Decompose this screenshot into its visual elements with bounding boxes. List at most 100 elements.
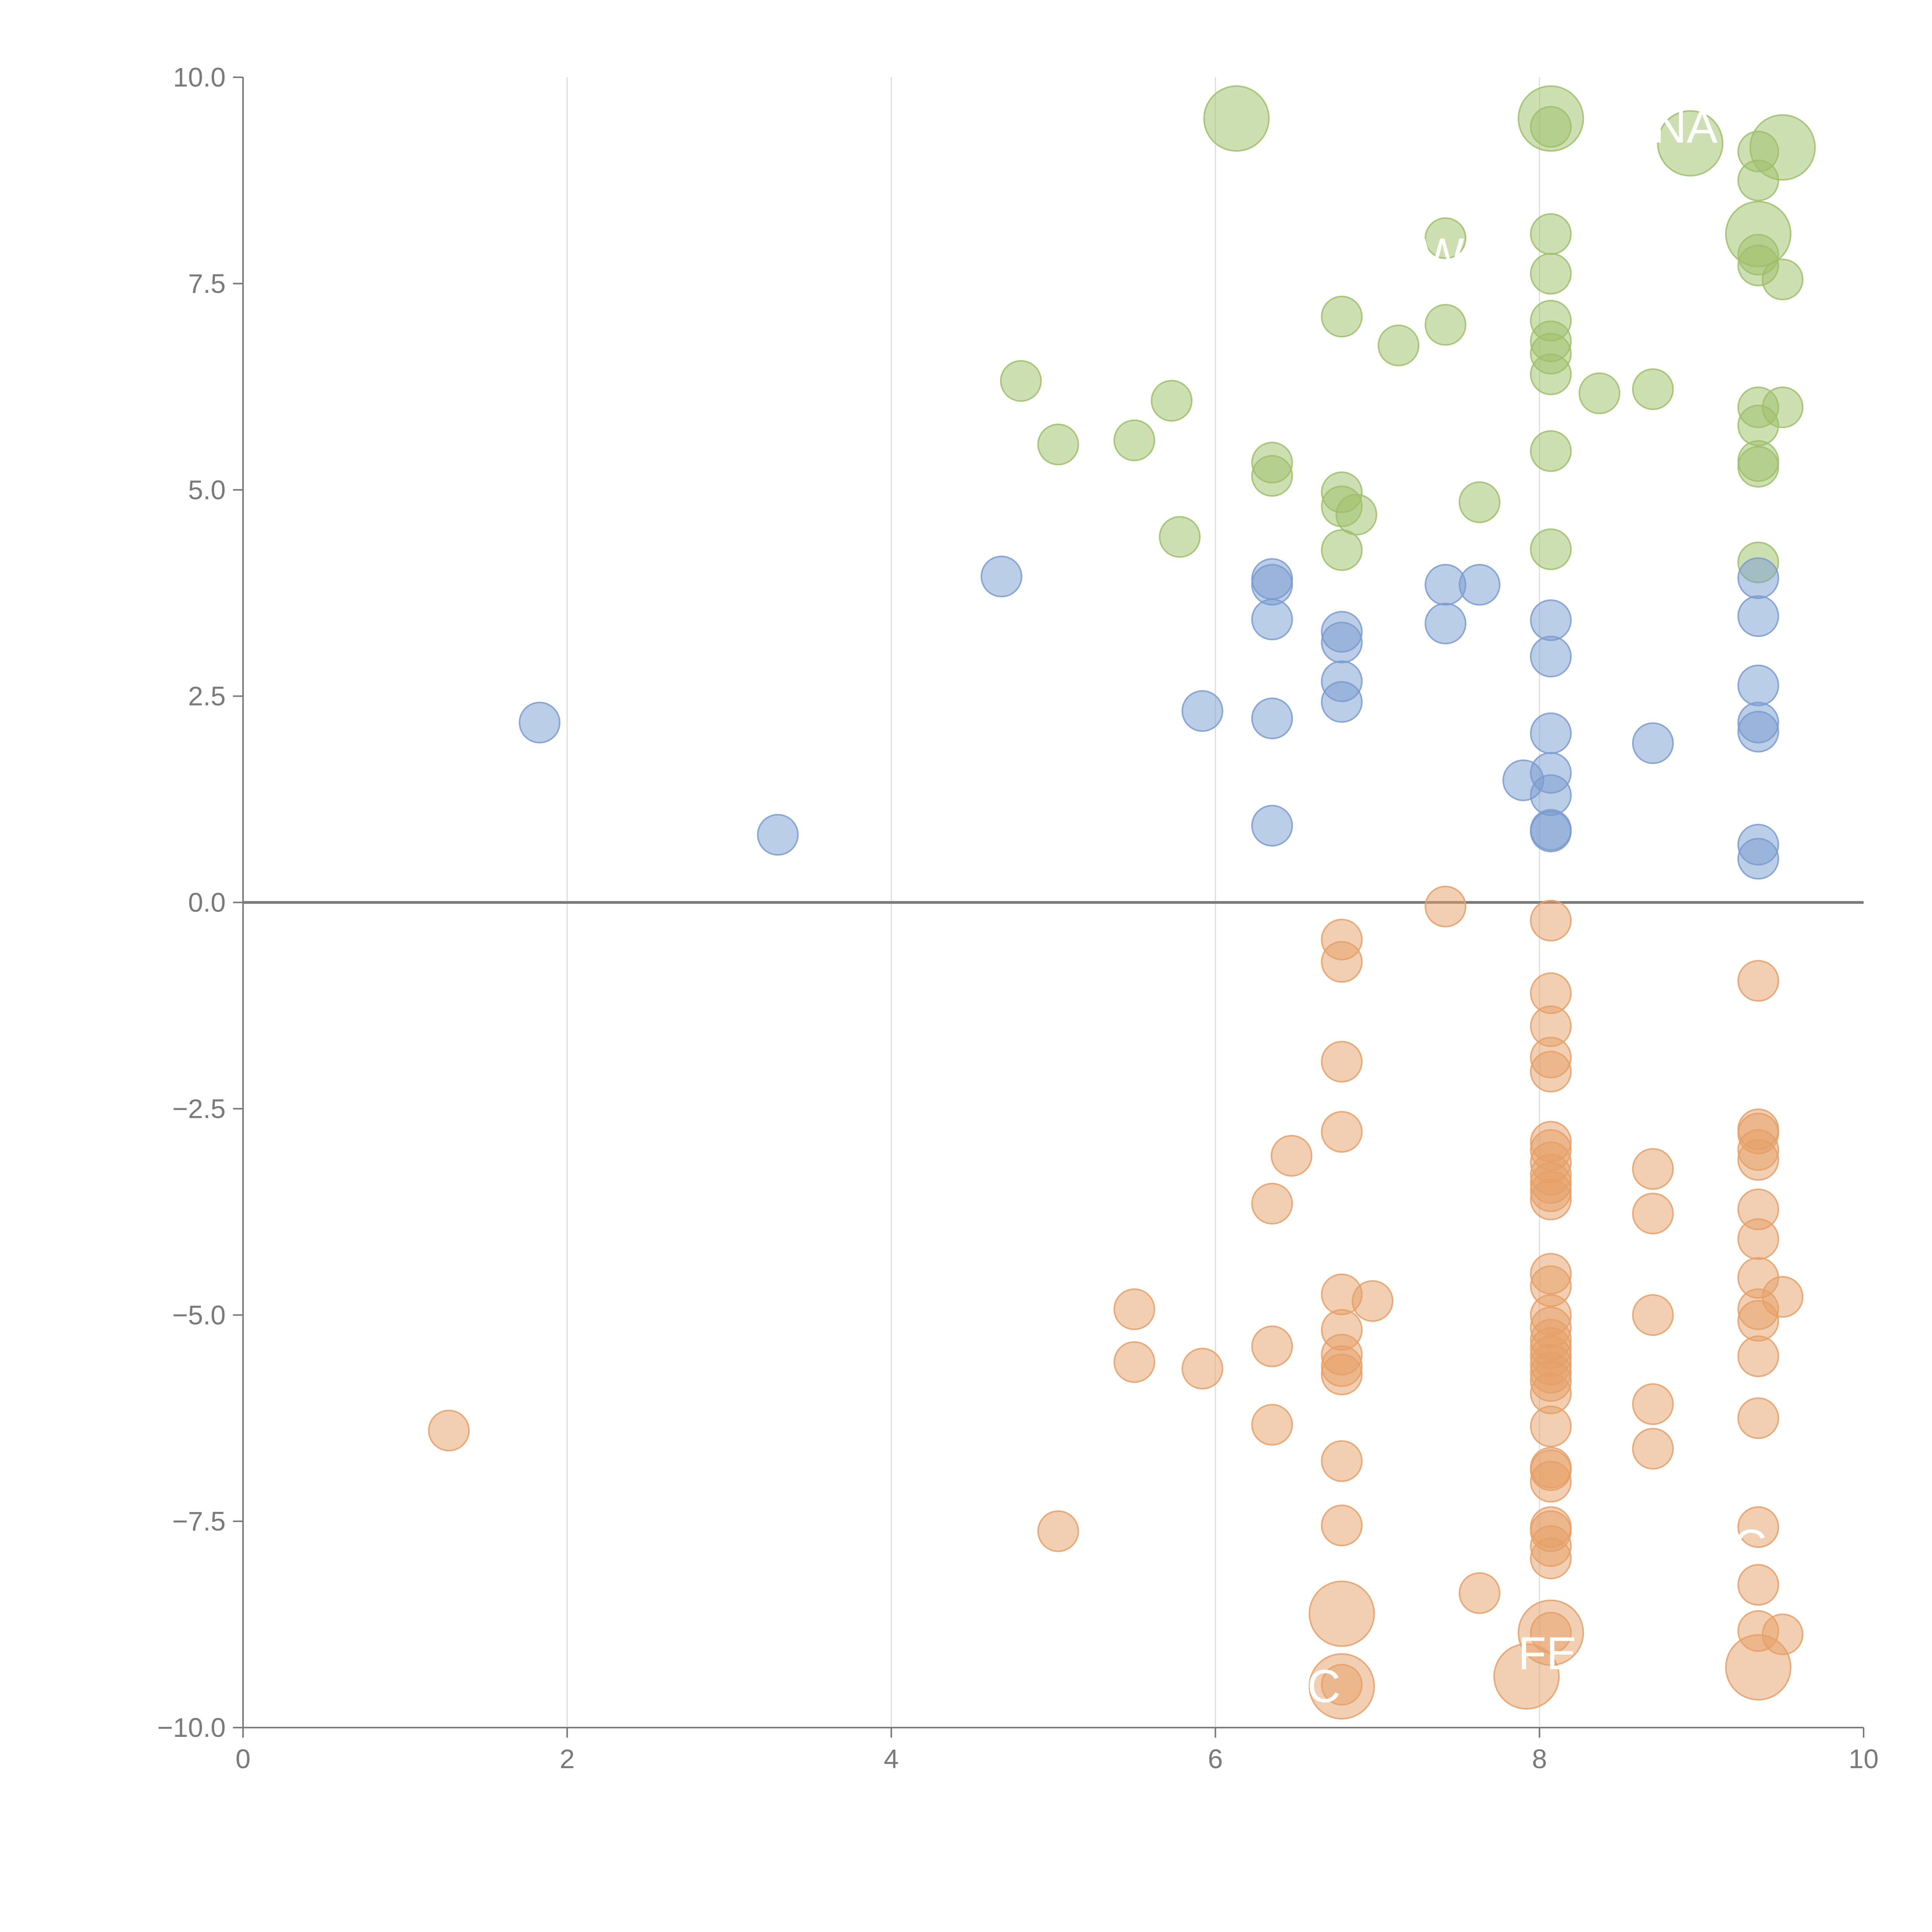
data-point [1424, 304, 1466, 346]
data-point [1251, 697, 1293, 740]
data-point [1530, 1461, 1572, 1503]
data-point [1321, 296, 1363, 338]
point-label: W [1420, 229, 1464, 281]
data-point [1308, 1653, 1375, 1720]
data-point [1632, 368, 1674, 410]
data-point [1159, 516, 1201, 558]
data-point [1378, 325, 1420, 367]
data-point [1530, 1051, 1572, 1093]
data-point [1459, 481, 1501, 523]
data-point [1530, 528, 1572, 570]
data-point [1632, 1148, 1674, 1190]
point-labels: NA W C FE C [1307, 101, 1767, 1712]
data-point [1113, 1341, 1155, 1383]
data-point [428, 1410, 470, 1452]
data-point [1737, 595, 1779, 637]
data-point [1737, 1218, 1779, 1260]
data-point [1251, 1325, 1293, 1367]
y-tick-label: 7.5 [188, 269, 226, 299]
data-point [1321, 1041, 1363, 1083]
data-point [1251, 455, 1293, 497]
data-point [1737, 664, 1779, 706]
data-point [1737, 1397, 1779, 1439]
data-point [1321, 529, 1363, 571]
data-point [519, 701, 561, 743]
data-point [1632, 1192, 1674, 1235]
data-point [1113, 1288, 1155, 1330]
data-point [1762, 259, 1804, 301]
data-point [1321, 1504, 1363, 1546]
data-point [1308, 1580, 1375, 1647]
data-point [1335, 493, 1378, 536]
y-tick-label: −2.5 [172, 1094, 226, 1124]
data-point [1181, 1348, 1223, 1390]
series-green [1000, 85, 1816, 583]
data-point [1352, 1280, 1394, 1322]
data-point [1000, 360, 1042, 402]
x-tick-label: 0 [236, 1744, 251, 1774]
data-point [1321, 1354, 1363, 1396]
data-point [1657, 110, 1724, 177]
data-point [1530, 213, 1572, 255]
data-point [1321, 1111, 1363, 1153]
data-point [1037, 1510, 1079, 1552]
data-points [428, 85, 1816, 1720]
data-point [1632, 1294, 1674, 1336]
data-point [1530, 1179, 1572, 1221]
data-point [1737, 1564, 1779, 1606]
data-point [1424, 217, 1466, 259]
data-point [1530, 106, 1572, 148]
x-tick-label: 8 [1532, 1744, 1547, 1774]
data-point [1737, 711, 1779, 753]
y-tick-label: −10.0 [157, 1713, 226, 1743]
data-point [1530, 353, 1572, 395]
data-point [1424, 602, 1466, 645]
y-tick-label: 0.0 [188, 888, 226, 918]
data-point [1459, 1572, 1501, 1614]
data-point [1632, 1383, 1674, 1425]
data-point [757, 814, 799, 856]
data-point [1530, 810, 1572, 852]
y-tick-label: −5.0 [172, 1300, 226, 1330]
data-point [1151, 380, 1193, 422]
x-tick-label: 6 [1208, 1744, 1223, 1774]
data-point [1632, 722, 1674, 764]
data-point [1251, 599, 1293, 641]
data-point [1737, 446, 1779, 488]
data-point [1270, 1135, 1313, 1177]
data-point [1725, 1634, 1792, 1701]
y-tick-label: 2.5 [188, 681, 226, 711]
data-point [1530, 712, 1572, 754]
point-label: C [1733, 1520, 1767, 1572]
data-point [1530, 1537, 1572, 1580]
data-point [1530, 1405, 1572, 1447]
point-label: FE [1518, 1628, 1577, 1679]
series-blue [519, 555, 1779, 880]
data-point [1632, 1428, 1674, 1470]
data-point [1321, 681, 1363, 723]
data-point [1493, 1643, 1560, 1710]
data-point [1321, 1440, 1363, 1482]
data-point [1578, 372, 1621, 414]
data-point [1459, 564, 1501, 606]
data-point [1321, 621, 1363, 663]
point-label: C [1307, 1660, 1341, 1712]
data-point [1424, 886, 1466, 928]
point-label: NA [1653, 101, 1718, 153]
data-point [1251, 1404, 1293, 1446]
data-point [1737, 960, 1779, 1002]
data-point [1530, 430, 1572, 472]
data-point [1251, 804, 1293, 847]
x-tick-label: 10 [1849, 1744, 1879, 1774]
x-tick-label: 4 [884, 1744, 899, 1774]
data-point [1037, 423, 1079, 466]
data-point [1737, 557, 1779, 599]
data-point [1737, 1300, 1779, 1342]
data-point [1737, 1335, 1779, 1378]
data-point [980, 555, 1022, 597]
data-point [1181, 690, 1223, 732]
y-tick-label: 5.0 [188, 475, 226, 505]
data-point [1113, 419, 1155, 461]
data-point [1737, 1139, 1779, 1181]
